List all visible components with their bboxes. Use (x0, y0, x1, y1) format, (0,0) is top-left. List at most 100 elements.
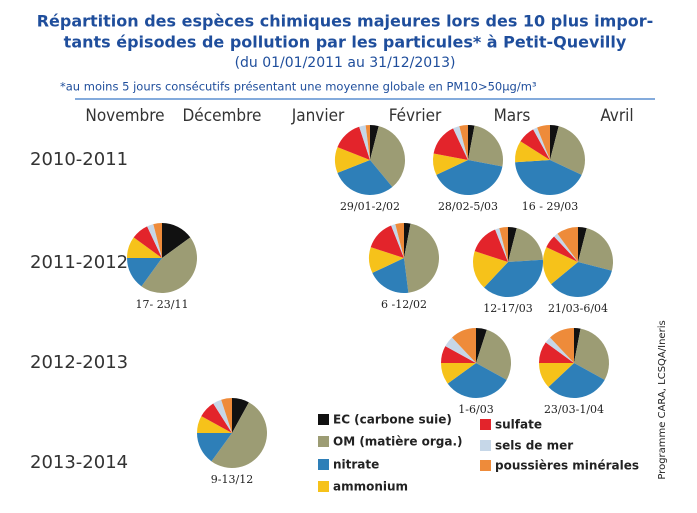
pie-slice (508, 227, 517, 262)
pie-label: 12-17/03 (483, 302, 532, 315)
pie-slice (365, 125, 370, 160)
pie-slice (539, 363, 574, 387)
legend-swatch (318, 436, 329, 447)
row-label: 2010-2011 (30, 149, 128, 170)
pie-slice (441, 346, 476, 363)
pie-slice (211, 402, 268, 469)
pie-slice (337, 126, 370, 160)
month-label: Mars (494, 106, 531, 126)
pie-slice (395, 223, 404, 258)
pie-label: 9-13/12 (211, 473, 253, 486)
legend-label: nitrate (333, 458, 379, 472)
legend-label: sulfate (495, 418, 542, 432)
chart-title: Répartition des espèces chimiques majeur… (37, 12, 654, 31)
footnote: *au moins 5 jours consécutifs présentant… (60, 80, 537, 94)
pie-slice (537, 125, 550, 160)
pie-slice (432, 153, 468, 175)
pie-slice (468, 125, 503, 167)
pie-slice (476, 329, 511, 380)
pie-slice (197, 416, 232, 433)
pie-label: 6 -12/02 (381, 298, 427, 311)
pie-slice (476, 328, 487, 363)
pie-slice (545, 337, 574, 363)
subtitle: (du 01/01/2011 au 31/12/2013) (235, 55, 456, 71)
month-label: Novembre (85, 106, 164, 126)
pie-slice (574, 328, 609, 380)
legend-swatch (480, 460, 491, 471)
legend-swatch (318, 459, 329, 470)
chart-title: tants épisodes de pollution par les part… (64, 33, 627, 52)
pie-slice (557, 227, 578, 262)
pie-slice (162, 223, 191, 258)
row-label: 2011-2012 (30, 252, 128, 273)
pie-slice (147, 224, 162, 258)
month-label: Février (389, 106, 442, 126)
pie-slice (550, 126, 585, 175)
pie-slice (474, 229, 508, 262)
row-label: 2012-2013 (30, 352, 128, 373)
legend-label: poussières minérales (495, 459, 639, 473)
legend-swatch (480, 440, 491, 451)
pie-slice (447, 363, 507, 398)
pie-slice (370, 126, 405, 187)
pie-slice (370, 225, 404, 258)
pie-slice (436, 160, 503, 196)
pie-slice (551, 262, 612, 297)
pie-slice (196, 433, 232, 462)
month-label: Avril (600, 106, 633, 126)
source: Programme CARA, LCSQA/Ineris (657, 320, 668, 479)
legend-label: EC (carbone suie) (333, 413, 452, 427)
pie-slice (495, 228, 508, 262)
pie-slice (484, 259, 543, 298)
pie-label: 21/03-6/04 (548, 302, 608, 315)
pie-slice (515, 141, 550, 163)
pie-slice (520, 129, 550, 160)
pie-slice (554, 233, 578, 262)
pie-slice (201, 403, 232, 433)
pie-slice (543, 247, 578, 285)
pie-slice (370, 125, 379, 160)
pie-slice (550, 125, 559, 160)
pie-slice (441, 363, 476, 384)
pie-slice (337, 160, 393, 195)
month-label: Décembre (183, 106, 262, 126)
pie-label: 17- 23/11 (136, 298, 189, 311)
pie-slice (453, 126, 468, 160)
pie-slice (153, 223, 162, 258)
pie-slice (221, 398, 232, 433)
pie-slice (548, 363, 605, 398)
pie-slice (335, 147, 370, 173)
legend-label: OM (matière orga.) (333, 435, 463, 449)
pie-slice (452, 328, 476, 363)
pie-slice (213, 399, 232, 433)
pie-slice (127, 258, 162, 287)
pie-slice (508, 228, 543, 262)
pie-slice (499, 227, 508, 262)
pie-label: 28/02-5/03 (438, 200, 498, 213)
legend-swatch (318, 481, 329, 492)
pie-label: 23/03-1/04 (544, 403, 604, 416)
pie-slice (468, 125, 475, 160)
pie-slice (546, 236, 578, 262)
pie-slice (578, 228, 613, 271)
legend-swatch (480, 419, 491, 430)
pie-slice (133, 226, 162, 258)
pie-slice (359, 125, 370, 160)
pie-slice (372, 258, 409, 293)
legend-swatch (318, 414, 329, 425)
pie-slice (368, 247, 404, 273)
pie-label: 1-6/03 (458, 403, 493, 416)
pie-slice (433, 128, 468, 160)
pie-slice (459, 125, 468, 160)
pie-label: 16 - 29/03 (522, 200, 578, 213)
pie-slice (574, 328, 581, 363)
legend-label: ammonium (333, 480, 408, 494)
pie-slice (539, 342, 574, 363)
pie-slice (473, 251, 508, 288)
month-label: Janvier (291, 106, 345, 126)
pie-slice (533, 127, 550, 160)
legend-label: sels de mer (495, 439, 573, 453)
pie-slice (127, 237, 162, 258)
row-label: 2013-2014 (30, 452, 128, 473)
pie-slice (515, 160, 582, 195)
